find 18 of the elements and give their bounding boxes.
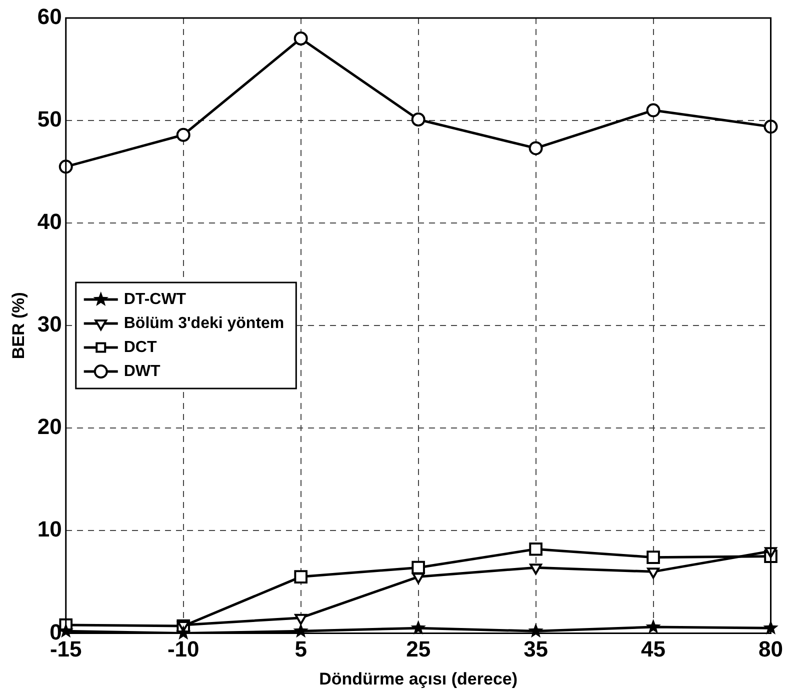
x-tick-label: 80 bbox=[758, 636, 784, 662]
legend-label: DWT bbox=[124, 362, 161, 380]
x-tick-label: -10 bbox=[167, 636, 200, 662]
y-tick-label: 40 bbox=[37, 209, 62, 234]
y-tick-label: 10 bbox=[37, 516, 62, 542]
legend-label: DCT bbox=[124, 338, 157, 356]
x-tick-label: 25 bbox=[406, 636, 431, 662]
legend-label: DT-CWT bbox=[124, 290, 186, 308]
y-axis-title: BER (%) bbox=[8, 292, 28, 360]
x-tick-label: 5 bbox=[294, 636, 307, 662]
legend-label: Bölüm 3'deki yöntem bbox=[124, 314, 284, 332]
x-tick-label: 35 bbox=[524, 636, 548, 662]
y-tick-label: 50 bbox=[37, 106, 62, 132]
y-tick-label: 30 bbox=[37, 312, 62, 337]
y-tick-label: 20 bbox=[37, 414, 62, 440]
x-axis-title: Döndürme açısı (derece) bbox=[319, 669, 518, 688]
x-tick-label: 45 bbox=[641, 636, 666, 662]
y-tick-label: 60 bbox=[37, 4, 62, 30]
